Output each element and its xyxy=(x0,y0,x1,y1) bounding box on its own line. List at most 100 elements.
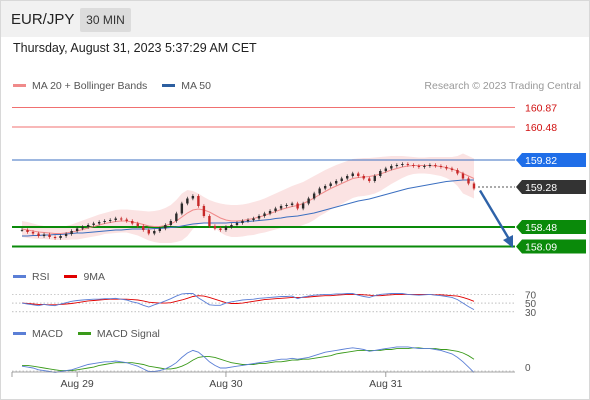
candle-body xyxy=(329,183,332,186)
candle-body xyxy=(456,170,459,174)
candle-body xyxy=(175,213,178,221)
candle-body xyxy=(191,196,195,199)
candle-body xyxy=(257,216,261,219)
forecast-arrow-shaft xyxy=(478,189,511,240)
legend-ma20: MA 20 + Bollinger Bands xyxy=(13,80,147,92)
candle-body xyxy=(401,164,404,165)
candle-body xyxy=(42,234,46,236)
candle-body xyxy=(252,218,255,220)
candle-body xyxy=(136,223,139,226)
candle-body xyxy=(285,205,288,206)
candle-body xyxy=(428,165,432,166)
legend-macd-label: MACD xyxy=(32,328,63,340)
macd-signal-line xyxy=(22,347,475,372)
x-tick-label: Aug 29 xyxy=(60,378,93,390)
candle-body xyxy=(120,218,123,220)
candle-body xyxy=(379,171,382,176)
candle-body xyxy=(395,165,399,166)
price-label-resistance: 160.87 xyxy=(525,103,557,115)
candle-body xyxy=(384,168,388,171)
candle-body xyxy=(186,198,189,204)
price-tag-support xyxy=(516,239,586,254)
candle-body xyxy=(423,166,426,167)
candle-body xyxy=(53,237,57,238)
candle-body xyxy=(412,165,415,166)
candle-body xyxy=(472,183,476,189)
candle-body xyxy=(213,226,217,229)
rsi-level-label-70: 70 xyxy=(525,290,537,301)
price-label-support: 158.09 xyxy=(525,242,557,254)
legend-signal-label: MACD Signal xyxy=(96,328,160,340)
macd-zero-label: 0 xyxy=(525,363,531,374)
candle-body xyxy=(362,176,365,179)
candle-body xyxy=(31,232,35,234)
candle-body xyxy=(461,173,465,179)
candle-body xyxy=(142,226,145,230)
candle-body xyxy=(434,165,437,166)
legend-9ma-item: 9MA xyxy=(64,271,105,283)
legend-signal-item: MACD Signal xyxy=(77,328,160,340)
candle-body xyxy=(81,227,84,229)
legend-macd: MACD MACD Signal xyxy=(13,328,160,340)
price-tag-support xyxy=(516,220,586,234)
candle-body xyxy=(351,173,354,176)
rsi-line xyxy=(21,293,475,310)
price-label-current: 159.28 xyxy=(525,182,557,194)
candle-body xyxy=(131,221,134,224)
candle-body xyxy=(290,203,294,205)
candle-body xyxy=(346,176,349,179)
candle-body xyxy=(169,221,173,225)
candle-body xyxy=(467,178,470,184)
candle-body xyxy=(208,216,211,226)
candle-body xyxy=(318,188,321,194)
candle-body xyxy=(103,221,106,222)
candle-body xyxy=(158,228,162,231)
candle-body xyxy=(230,225,233,227)
x-tick-label: Aug 31 xyxy=(369,378,402,390)
candle-body xyxy=(301,203,305,209)
candle-body xyxy=(307,198,310,204)
legend-main: MA 20 + Bollinger Bands MA 50 xyxy=(13,80,211,92)
candle-body xyxy=(114,218,117,220)
candle-body xyxy=(373,176,376,181)
price-label-support: 158.48 xyxy=(525,222,557,234)
rsi-level-label-50: 50 xyxy=(525,299,537,310)
datetime-label: Thursday, August 31, 2023 5:37:29 AM CET xyxy=(13,41,257,55)
price-label-resistance: 160.48 xyxy=(525,122,557,134)
candle-body xyxy=(368,178,371,181)
candle-body xyxy=(147,230,150,234)
candle-body xyxy=(219,228,222,230)
candle-body xyxy=(296,203,299,209)
price-tag-resistance-ma xyxy=(516,153,586,167)
macd-line xyxy=(21,346,475,373)
legend-ma50: MA 50 xyxy=(162,80,211,92)
candle-body xyxy=(450,168,454,170)
9ma-swatch xyxy=(64,274,78,278)
legend-ma20-label: MA 20 + Bollinger Bands xyxy=(32,80,148,92)
candle-body xyxy=(268,211,272,214)
candle-body xyxy=(323,186,327,189)
price-label-resistance-ma: 159.82 xyxy=(525,155,557,167)
research-credit: Research © 2023 Trading Central xyxy=(424,80,581,92)
candle-body xyxy=(197,196,200,206)
candle-body xyxy=(445,167,448,169)
candle-body xyxy=(153,231,156,234)
candle-body xyxy=(274,208,277,211)
candle-body xyxy=(439,166,443,167)
candle-body xyxy=(406,164,410,165)
candle-body xyxy=(125,219,128,221)
candle-body xyxy=(86,225,90,227)
candle-body xyxy=(312,193,316,199)
candle-body xyxy=(20,230,24,231)
rsi-level-label-30: 30 xyxy=(525,308,537,319)
signal-swatch xyxy=(77,331,91,335)
candle-body xyxy=(357,173,360,176)
candle-body xyxy=(263,213,266,216)
legend-macd-item: MACD xyxy=(13,328,63,340)
rsi-9ma-line xyxy=(21,293,475,306)
candle-body xyxy=(108,220,112,221)
ma50-swatch xyxy=(162,83,176,87)
candle-body xyxy=(279,206,283,209)
legend-rsi-label: RSI xyxy=(32,271,50,283)
timeframe-button[interactable]: 30 MIN xyxy=(80,8,131,32)
